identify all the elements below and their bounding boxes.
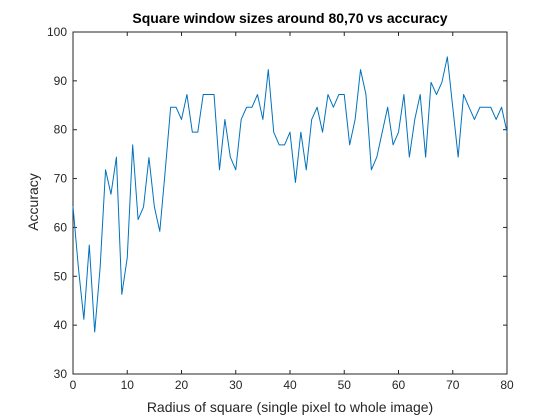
x-axis-ticks: 0 10 20 30 40 50 60 70 80 [70,32,514,392]
x-tick-label: 50 [338,378,352,392]
x-tick-label: 20 [175,378,189,392]
x-tick-label: 60 [392,378,406,392]
x-axis-label: Radius of square (single pixel to whole … [147,399,433,415]
x-tick-label: 40 [283,378,297,392]
y-tick-label: 30 [54,367,68,381]
x-tick-label: 30 [229,378,243,392]
x-tick-label: 10 [121,378,135,392]
accuracy-series-line [72,56,508,333]
y-tick-label: 60 [54,220,68,234]
chart-title: Square window sizes around 80,70 vs accu… [132,10,447,26]
y-tick-label: 40 [54,318,68,332]
x-tick-label: 0 [70,378,77,392]
y-tick-label: 50 [54,269,68,283]
y-tick-label: 80 [54,123,68,137]
plot-area: 0 10 20 30 40 50 60 70 80 30 40 50 60 70 80 90 100 [47,25,514,392]
x-tick-label: 80 [500,378,514,392]
y-axis-label: Accuracy [25,173,41,231]
x-tick-label: 70 [446,378,460,392]
y-tick-label: 100 [47,25,67,39]
y-axis-ticks: 30 40 50 60 70 80 90 100 [47,25,507,381]
y-tick-label: 70 [54,172,68,186]
y-tick-label: 90 [54,74,68,88]
